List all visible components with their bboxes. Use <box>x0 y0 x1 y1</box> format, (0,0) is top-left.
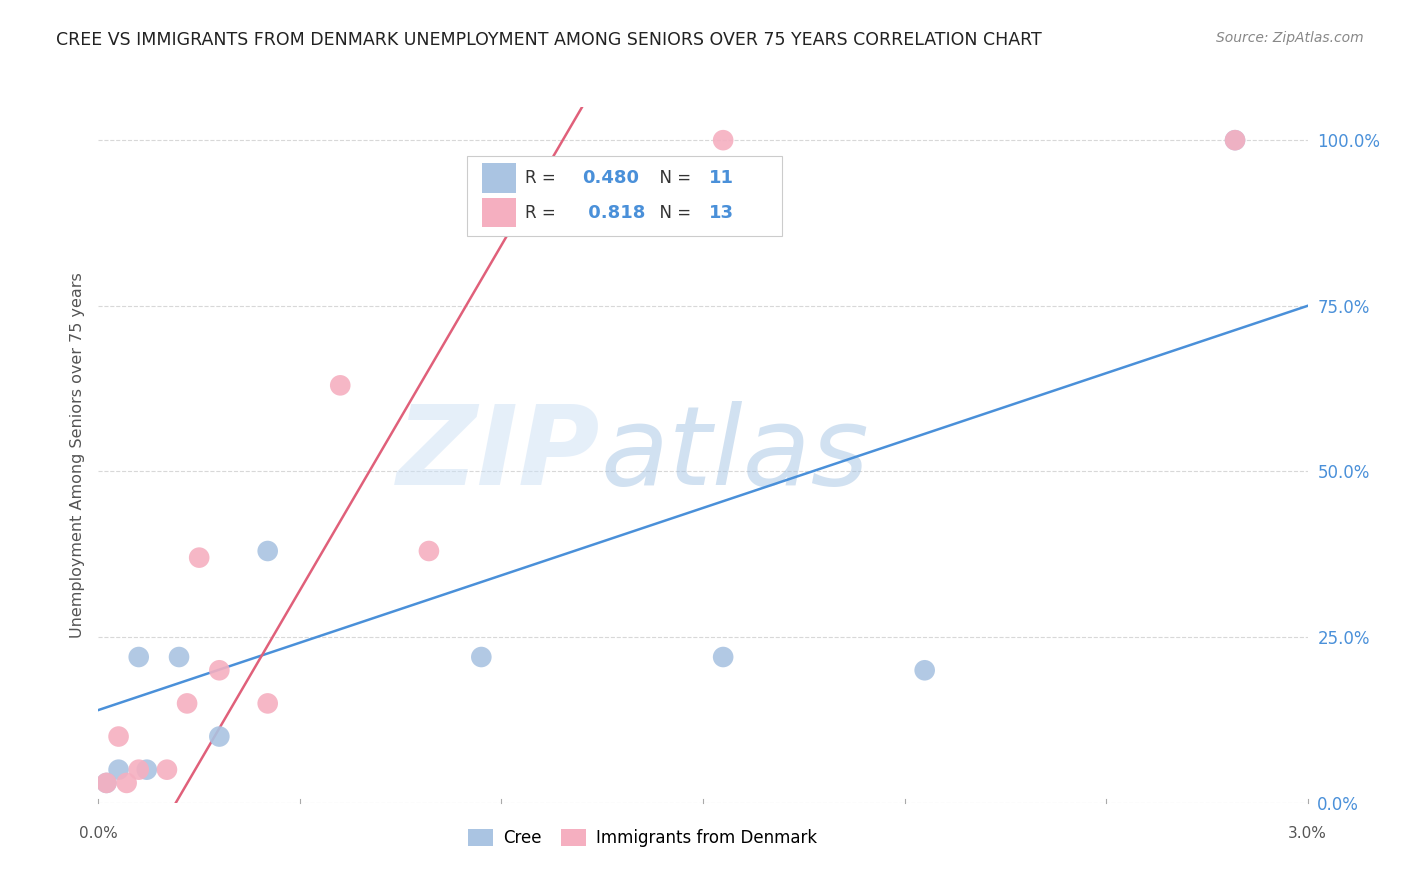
Point <box>115 776 138 790</box>
Point <box>156 763 179 777</box>
Point <box>256 697 278 711</box>
Text: 13: 13 <box>709 203 734 222</box>
Text: CREE VS IMMIGRANTS FROM DENMARK UNEMPLOYMENT AMONG SENIORS OVER 75 YEARS CORRELA: CREE VS IMMIGRANTS FROM DENMARK UNEMPLOY… <box>56 31 1042 49</box>
Text: atlas: atlas <box>600 401 869 508</box>
Point <box>128 650 150 665</box>
Text: N =: N = <box>648 169 696 187</box>
Text: Source: ZipAtlas.com: Source: ZipAtlas.com <box>1216 31 1364 45</box>
Legend: Cree, Immigrants from Denmark: Cree, Immigrants from Denmark <box>461 822 824 854</box>
Point <box>107 763 129 777</box>
Point <box>329 378 352 392</box>
Text: 0.0%: 0.0% <box>79 826 118 841</box>
Point <box>256 544 278 558</box>
Point <box>128 763 150 777</box>
Text: 0.480: 0.480 <box>582 169 640 187</box>
Point <box>1223 133 1246 147</box>
FancyBboxPatch shape <box>467 156 782 235</box>
Text: R =: R = <box>526 169 561 187</box>
Point <box>208 730 231 744</box>
Text: 0.818: 0.818 <box>582 203 645 222</box>
Y-axis label: Unemployment Among Seniors over 75 years: Unemployment Among Seniors over 75 years <box>69 272 84 638</box>
Text: N =: N = <box>648 203 696 222</box>
Point <box>914 663 936 677</box>
Text: 3.0%: 3.0% <box>1288 826 1327 841</box>
Point <box>107 730 129 744</box>
Point <box>1223 133 1246 147</box>
Text: ZIP: ZIP <box>396 401 600 508</box>
Point <box>208 663 231 677</box>
Point <box>188 550 211 565</box>
Point <box>176 697 198 711</box>
Point <box>96 776 118 790</box>
Bar <box>482 198 516 227</box>
Point <box>711 133 734 147</box>
Point <box>711 650 734 665</box>
Point <box>470 650 492 665</box>
Text: R =: R = <box>526 203 561 222</box>
Text: 11: 11 <box>709 169 734 187</box>
Bar <box>482 163 516 193</box>
Point <box>135 763 157 777</box>
Point <box>418 544 440 558</box>
Point <box>96 776 118 790</box>
Point <box>167 650 190 665</box>
